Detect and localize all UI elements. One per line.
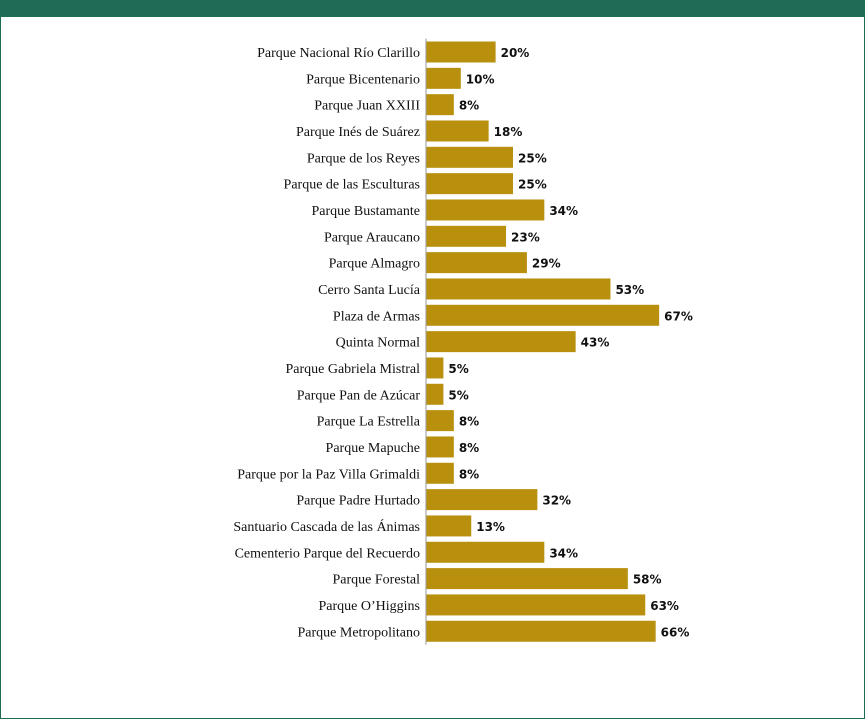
value-label: 5% <box>448 388 468 402</box>
bar <box>426 410 454 432</box>
bar <box>426 383 444 405</box>
value-label: 34% <box>549 546 578 560</box>
bar <box>426 252 527 274</box>
value-label: 43% <box>581 336 610 350</box>
bar <box>426 225 507 247</box>
value-label: 18% <box>494 125 523 139</box>
bar <box>426 278 611 300</box>
header-bar <box>0 0 865 17</box>
category-label: Parque Bicentenario <box>306 72 420 87</box>
category-label: Parque O’Higgins <box>319 599 421 614</box>
bar <box>426 146 513 168</box>
value-label: 58% <box>633 573 662 587</box>
value-label: 63% <box>650 599 679 613</box>
category-label: Parque Nacional Río Clarillo <box>257 46 420 61</box>
bar <box>426 436 454 458</box>
category-label: Quinta Normal <box>336 336 420 351</box>
bar <box>426 462 454 484</box>
category-label: Parque de los Reyes <box>307 151 420 166</box>
chart-layer: Parque Nacional Río Clarillo 20% Parque Bi… <box>233 38 693 645</box>
category-label: Parque Bustamante <box>312 204 420 219</box>
value-label: 13% <box>476 520 505 534</box>
category-label: Plaza de Armas <box>333 309 420 324</box>
category-label: Parque Padre Hurtado <box>296 494 420 509</box>
value-label: 8% <box>459 99 479 113</box>
bar <box>426 620 656 642</box>
bar <box>426 489 538 511</box>
category-label: Parque de las Esculturas <box>284 178 420 193</box>
category-label: Parque por la Paz Villa Grimaldi <box>237 467 420 482</box>
bar <box>426 594 646 616</box>
value-label: 20% <box>501 46 530 60</box>
bar <box>426 541 545 563</box>
bar <box>426 67 461 89</box>
category-label: Parque La Estrella <box>317 415 421 430</box>
category-label: Parque Almagro <box>329 257 420 272</box>
value-label: 23% <box>511 230 540 244</box>
value-label: 25% <box>518 151 547 165</box>
value-label: 8% <box>459 467 479 481</box>
value-label: 8% <box>459 415 479 429</box>
value-label: 10% <box>466 72 495 86</box>
value-label: 34% <box>549 204 578 218</box>
category-label: Parque Mapuche <box>326 441 420 456</box>
bar <box>426 304 660 326</box>
value-label: 53% <box>615 283 644 297</box>
value-label: 67% <box>664 309 693 323</box>
value-label: 8% <box>459 441 479 455</box>
bar <box>426 199 545 221</box>
category-label: Parque Pan de Azúcar <box>297 388 421 403</box>
category-label: Cerro Santa Lucía <box>318 283 421 298</box>
category-label: Parque Juan XXIII <box>314 99 420 114</box>
bar <box>426 94 454 116</box>
bar <box>426 515 472 537</box>
value-label: 66% <box>661 625 690 639</box>
category-label: Santuario Cascada de las Ánimas <box>233 518 420 535</box>
bar <box>426 357 444 379</box>
category-label: Parque Inés de Suárez <box>296 125 420 140</box>
bar <box>426 41 496 63</box>
value-label: 32% <box>542 494 571 508</box>
category-label: Cementerio Parque del Recuerdo <box>235 546 420 561</box>
bar <box>426 331 576 353</box>
category-label: Parque Gabriela Mistral <box>285 362 420 377</box>
category-label: Parque Forestal <box>333 573 421 588</box>
category-label: Parque Araucano <box>324 230 420 245</box>
bar <box>426 568 628 590</box>
value-label: 29% <box>532 257 561 271</box>
value-label: 5% <box>448 362 468 376</box>
bar <box>426 120 489 142</box>
bar <box>426 173 513 195</box>
category-label: Parque Metropolitano <box>298 625 420 640</box>
value-label: 25% <box>518 178 547 192</box>
